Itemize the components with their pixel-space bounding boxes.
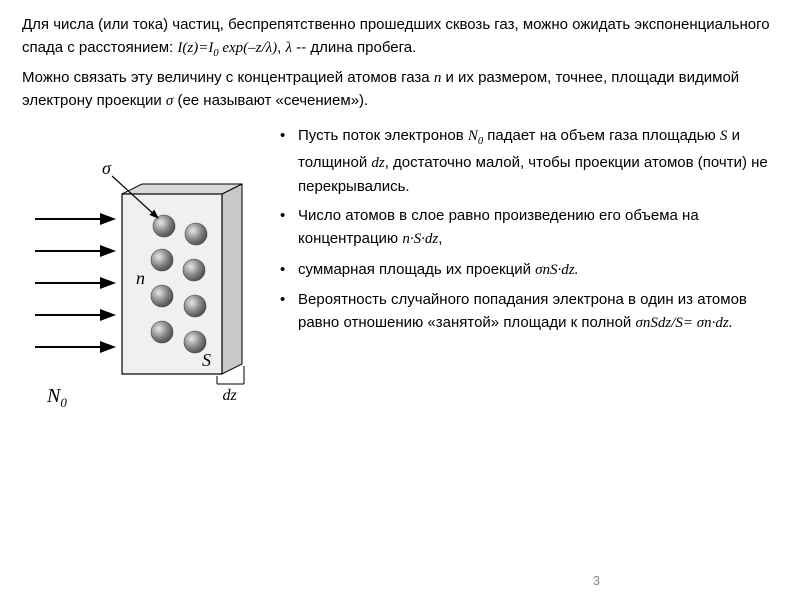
svg-text:σ: σ [102,158,112,178]
intro-paragraph: Можно связать эту величину с концентраци… [22,67,778,112]
bullet-item: Пусть поток электронов N0 падает на объе… [280,124,778,198]
intro-text: Для числа (или тока) частиц, беспрепятст… [22,14,778,112]
scattering-diagram: σ n N0 Sdz [27,154,247,434]
svg-text:n: n [136,268,145,288]
svg-text:S: S [202,350,211,370]
page-number: 3 [593,573,600,588]
bullet-item: Вероятность случайного попадания электро… [280,288,778,336]
svg-text:N0: N0 [46,385,67,410]
bullet-column: Пусть поток электронов N0 падает на объе… [262,124,778,434]
intro-paragraph: Для числа (или тока) частиц, беспрепятст… [22,14,778,61]
svg-text:dz: dz [223,387,238,404]
bullet-list: Пусть поток электронов N0 падает на объе… [266,124,778,335]
diagram-column: σ n N0 Sdz [22,124,252,434]
bullet-item: Число атомов в слое равно произведению е… [280,204,778,252]
bullet-item: суммарная площадь их проекций σnS·dz. [280,258,778,282]
